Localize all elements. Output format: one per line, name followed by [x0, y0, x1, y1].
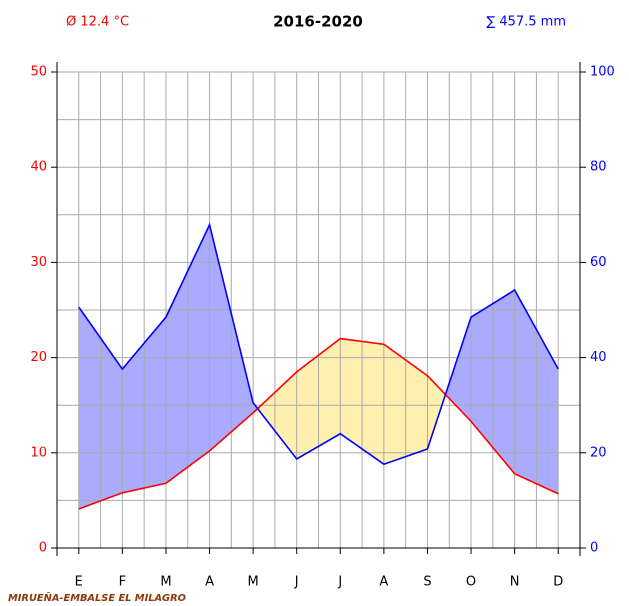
- precip-summary: ∑ 457.5 mm: [486, 15, 566, 30]
- x-tick-label: F: [119, 575, 126, 590]
- y2-tick-label: 60: [590, 255, 607, 270]
- y2-tick-label: 0: [590, 541, 598, 556]
- area-fill: [445, 317, 472, 422]
- area-fill: [427, 375, 446, 449]
- x-tick-label: A: [379, 575, 388, 590]
- x-tick-label: M: [248, 575, 259, 590]
- chart-title: 2016-2020: [273, 13, 363, 31]
- area-fill: [257, 371, 297, 459]
- y-tick-label: 40: [30, 160, 47, 175]
- x-tick-label: J: [294, 575, 299, 590]
- y-tick-label: 30: [30, 255, 47, 270]
- x-tick-label: M: [160, 575, 171, 590]
- x-tick-label: E: [75, 575, 83, 590]
- y2-tick-label: 20: [590, 445, 607, 460]
- x-tick-label: D: [553, 575, 563, 590]
- station-name: MIRUEÑA-EMBALSE EL MILAGRO: [8, 591, 186, 604]
- y-tick-label: 10: [30, 445, 47, 460]
- y-tick-label: 20: [30, 350, 47, 365]
- y2-tick-label: 100: [590, 65, 615, 80]
- y2-tick-label: 80: [590, 160, 607, 175]
- series-line: [78, 222, 559, 466]
- x-tick-label: A: [205, 575, 214, 590]
- x-tick-label: J: [337, 575, 342, 590]
- temp-summary: Ø 12.4 °C: [66, 15, 129, 30]
- y-tick-label: 0: [39, 541, 47, 556]
- x-tick-label: N: [510, 575, 520, 590]
- x-tick-label: S: [423, 575, 431, 590]
- y-tick-label: 50: [30, 65, 47, 80]
- series-line: [78, 337, 559, 510]
- x-tick-label: O: [466, 575, 476, 590]
- y2-tick-label: 40: [590, 350, 607, 365]
